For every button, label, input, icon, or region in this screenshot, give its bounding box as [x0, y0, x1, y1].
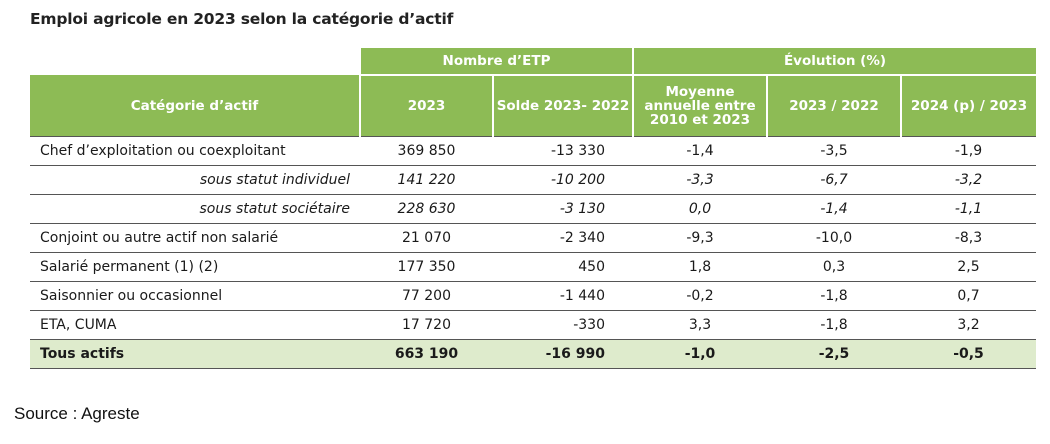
- cell-solde: -2 340: [493, 223, 633, 253]
- cell-2023: 369 850: [360, 136, 493, 166]
- row-label: sous statut sociétaire: [30, 194, 360, 224]
- cell-moyenne: -0,2: [633, 281, 767, 311]
- cell-evo-2023-2022: -2,5: [767, 339, 901, 369]
- cell-moyenne: 1,8: [633, 252, 767, 282]
- column-header-moyenne: Moyenne annuelle entre 2010 et 2023: [632, 75, 767, 137]
- cell-solde: -330: [493, 310, 633, 340]
- cell-evo-2023-2022: -1,4: [767, 194, 901, 224]
- row-label: Conjoint ou autre actif non salarié: [30, 223, 360, 253]
- cell-evo-2023-2022: 0,3: [767, 252, 901, 282]
- cell-solde: -10 200: [493, 165, 633, 195]
- row-label: sous statut individuel: [30, 165, 360, 195]
- cell-evo-2023-2022: -10,0: [767, 223, 901, 253]
- table-row: Conjoint ou autre actif non salarié 21 0…: [30, 223, 1036, 253]
- cell-evo-2024-2023: 3,2: [901, 310, 1036, 340]
- table-row: sous statut sociétaire 228 630 -3 130 0,…: [30, 194, 1036, 224]
- group-header-etp: Nombre d’ETP: [359, 48, 633, 76]
- group-header-evolution: Évolution (%): [632, 48, 1036, 76]
- cell-evo-2024-2023: 0,7: [901, 281, 1036, 311]
- cell-2023: 17 720: [360, 310, 493, 340]
- cell-evo-2023-2022: -3,5: [767, 136, 901, 166]
- cell-2023: 21 070: [360, 223, 493, 253]
- cell-moyenne: -9,3: [633, 223, 767, 253]
- cell-evo-2024-2023: -8,3: [901, 223, 1036, 253]
- table-title: Emploi agricole en 2023 selon la catégor…: [30, 10, 454, 28]
- row-label: ETA, CUMA: [30, 310, 360, 340]
- cell-moyenne: 3,3: [633, 310, 767, 340]
- cell-moyenne: -1,4: [633, 136, 767, 166]
- table-row: Salarié permanent (1) (2) 177 350 450 1,…: [30, 252, 1036, 282]
- cell-solde: -1 440: [493, 281, 633, 311]
- header-blank-cell: [30, 48, 360, 75]
- row-label: Tous actifs: [30, 339, 360, 369]
- cell-2023: 77 200: [360, 281, 493, 311]
- cell-2023: 228 630: [360, 194, 493, 224]
- cell-solde: -3 130: [493, 194, 633, 224]
- cell-evo-2023-2022: -1,8: [767, 310, 901, 340]
- source-note: Source : Agreste: [14, 404, 140, 423]
- table-row: Saisonnier ou occasionnel 77 200 -1 440 …: [30, 281, 1036, 311]
- cell-solde: 450: [493, 252, 633, 282]
- cell-2023: 663 190: [360, 339, 493, 369]
- cell-evo-2024-2023: -0,5: [901, 339, 1036, 369]
- cell-evo-2023-2022: -1,8: [767, 281, 901, 311]
- cell-2023: 177 350: [360, 252, 493, 282]
- column-header-evo-2024-2023: 2024 (p) / 2023: [900, 75, 1036, 137]
- cell-solde: -13 330: [493, 136, 633, 166]
- total-row: Tous actifs 663 190 -16 990 -1,0 -2,5 -0…: [30, 339, 1036, 369]
- cell-solde: -16 990: [493, 339, 633, 369]
- table-row: ETA, CUMA 17 720 -330 3,3 -1,8 3,2: [30, 310, 1036, 340]
- table-row: Chef d’exploitation ou coexploitant 369 …: [30, 136, 1036, 166]
- cell-moyenne: -3,3: [633, 165, 767, 195]
- cell-evo-2024-2023: -3,2: [901, 165, 1036, 195]
- cell-2023: 141 220: [360, 165, 493, 195]
- column-header-2023: 2023: [359, 75, 493, 137]
- cell-evo-2024-2023: -1,9: [901, 136, 1036, 166]
- column-header-evo-2023-2022: 2023 / 2022: [766, 75, 901, 137]
- table-row: sous statut individuel 141 220 -10 200 -…: [30, 165, 1036, 195]
- column-header-category: Catégorie d’actif: [30, 75, 360, 137]
- cell-evo-2024-2023: -1,1: [901, 194, 1036, 224]
- row-label: Saisonnier ou occasionnel: [30, 281, 360, 311]
- cell-moyenne: -1,0: [633, 339, 767, 369]
- column-header-solde: Solde 2023- 2022: [492, 75, 633, 137]
- cell-moyenne: 0,0: [633, 194, 767, 224]
- row-label: Chef d’exploitation ou coexploitant: [30, 136, 360, 166]
- cell-evo-2024-2023: 2,5: [901, 252, 1036, 282]
- employment-table: Nombre d’ETP Évolution (%) Catégorie d’a…: [30, 48, 1036, 369]
- cell-evo-2023-2022: -6,7: [767, 165, 901, 195]
- row-label: Salarié permanent (1) (2): [30, 252, 360, 282]
